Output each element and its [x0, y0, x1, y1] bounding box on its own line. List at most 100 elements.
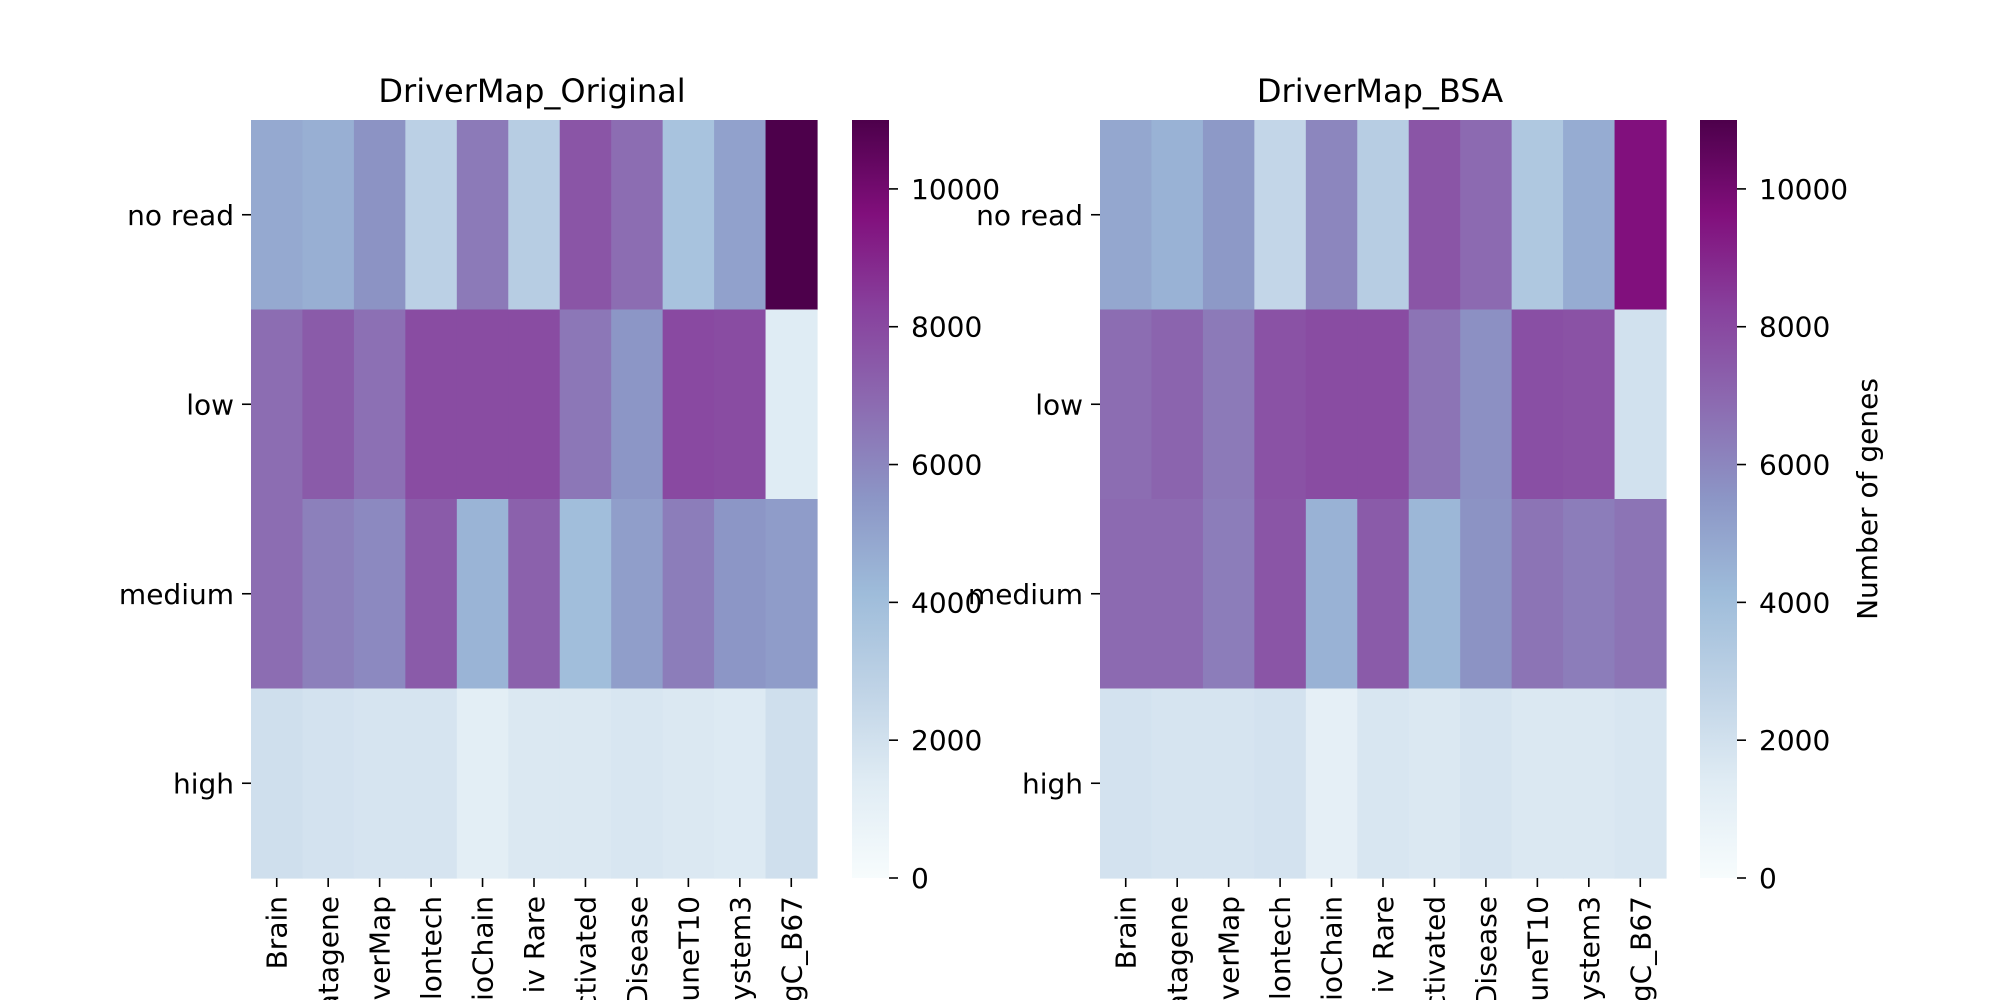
column-label: ioChain	[467, 896, 500, 1000]
heatmap-cell	[302, 309, 355, 500]
heatmap-cell	[611, 499, 664, 690]
column-label: ctivated	[569, 896, 602, 1000]
heatmap-cell	[611, 309, 664, 500]
column-label: ioChain	[1316, 896, 1349, 1000]
heatmap-cell	[1254, 499, 1307, 690]
column-label: Disease	[621, 896, 654, 1000]
colorbar-tick-label: 4000	[911, 586, 982, 619]
heatmap-cell	[302, 688, 355, 879]
heatmap-cell	[456, 120, 509, 311]
heatmap-bsa-cells	[1100, 120, 1667, 879]
heatmap-cell	[353, 499, 406, 690]
heatmap-cell	[1100, 499, 1153, 690]
colorbar-original-gradient	[852, 120, 889, 878]
heatmap-cell	[353, 120, 406, 311]
colorbar-tick-label: 4000	[1759, 586, 1830, 619]
heatmap-cell	[1511, 309, 1564, 500]
colorbar-tick-label: 8000	[911, 311, 982, 344]
column-label: lontech	[1264, 896, 1297, 1000]
heatmap-cell	[1357, 309, 1410, 500]
column-label: atagene	[1161, 896, 1194, 1000]
column-label: ystem3	[1573, 896, 1606, 1000]
row-label: low	[1035, 388, 1083, 421]
heatmap-cell	[1460, 120, 1513, 311]
heatmap-cell	[1460, 499, 1513, 690]
colorbar-tick-label: 10000	[911, 173, 1000, 206]
heatmap-cell	[251, 499, 304, 690]
row-label: medium	[119, 578, 234, 611]
heatmap-cell	[302, 120, 355, 311]
heatmap-cell	[1408, 499, 1461, 690]
heatmap-cell	[405, 120, 458, 311]
heatmap-cell	[1254, 688, 1307, 879]
heatmap-cell	[405, 499, 458, 690]
heatmap-cell	[1202, 499, 1255, 690]
column-label: ctivated	[1418, 896, 1451, 1000]
heatmap-cell	[662, 309, 715, 500]
chart-title-original: DriverMap_Original	[378, 72, 685, 110]
heatmap-cell	[662, 120, 715, 311]
heatmap-cell	[1511, 688, 1564, 879]
heatmap-cell	[1614, 499, 1667, 690]
heatmap-cell	[353, 309, 406, 500]
heatmap-cell	[405, 688, 458, 879]
colorbar-tick-label: 8000	[1759, 311, 1830, 344]
heatmap-original-cells	[251, 120, 818, 879]
heatmap-cell	[405, 309, 458, 500]
heatmap-cell	[765, 309, 818, 500]
heatmap-cell	[559, 120, 612, 311]
heatmap-cell	[1151, 688, 1204, 879]
heatmap-cell	[456, 499, 509, 690]
row-label: medium	[968, 578, 1083, 611]
row-label: high	[173, 767, 234, 800]
row-label: no read	[127, 199, 234, 232]
heatmap-cell	[353, 688, 406, 879]
heatmap-cell	[1357, 120, 1410, 311]
heatmap-cell	[714, 499, 767, 690]
heatmap-cell	[1100, 688, 1153, 879]
heatmap-cell	[1151, 309, 1204, 500]
heatmap-cell	[1460, 309, 1513, 500]
heatmap-cell	[508, 688, 561, 879]
column-label: uneT10	[672, 896, 705, 1000]
heatmap-cell	[1202, 120, 1255, 311]
column-label: iv Rare	[518, 896, 551, 993]
heatmap-cell	[251, 309, 304, 500]
column-label: verMap	[364, 896, 397, 1000]
heatmap-cell	[1100, 309, 1153, 500]
heatmap-cell	[302, 499, 355, 690]
heatmap-cell	[1305, 120, 1358, 311]
colorbar-original-ticks: 0 2000 4000 6000 8000 10000	[889, 173, 1000, 895]
heatmap-cell	[714, 120, 767, 311]
heatmap-cell	[765, 499, 818, 690]
colorbar-tick-label: 0	[1759, 862, 1777, 895]
heatmap-cell	[1614, 309, 1667, 500]
heatmap-cell	[1305, 688, 1358, 879]
heatmap-cell	[1408, 688, 1461, 879]
column-label: ystem3	[724, 896, 757, 1000]
heatmap-cell	[1511, 499, 1564, 690]
colorbar-tick-label: 6000	[1759, 449, 1830, 482]
heatmap-cell	[611, 688, 664, 879]
heatmap-cell	[508, 499, 561, 690]
heatmap-cell	[1614, 688, 1667, 879]
heatmap-bsa-column-labels: Brain atagene verMap lontech ioChain iv Rare c…	[1110, 878, 1657, 1000]
column-label: gC_B67	[1624, 896, 1657, 1000]
heatmap-cell	[456, 309, 509, 500]
heatmap-cell	[765, 120, 818, 311]
heatmap-cell	[1305, 309, 1358, 500]
heatmap-cell	[1151, 120, 1204, 311]
colorbar-tick-label: 2000	[1759, 724, 1830, 757]
heatmap-cell	[251, 120, 304, 311]
column-label: uneT10	[1521, 896, 1554, 1000]
colorbar-tick-label: 6000	[911, 449, 982, 482]
heatmap-cell	[611, 120, 664, 311]
colorbar-tick-label: 2000	[911, 724, 982, 757]
heatmap-cell	[1563, 309, 1616, 500]
heatmap-cell	[662, 688, 715, 879]
heatmap-cell	[1511, 120, 1564, 311]
colorbar-bsa-label: Number of genes	[1851, 378, 1884, 620]
heatmap-cell	[1614, 120, 1667, 311]
heatmap-cell	[559, 309, 612, 500]
